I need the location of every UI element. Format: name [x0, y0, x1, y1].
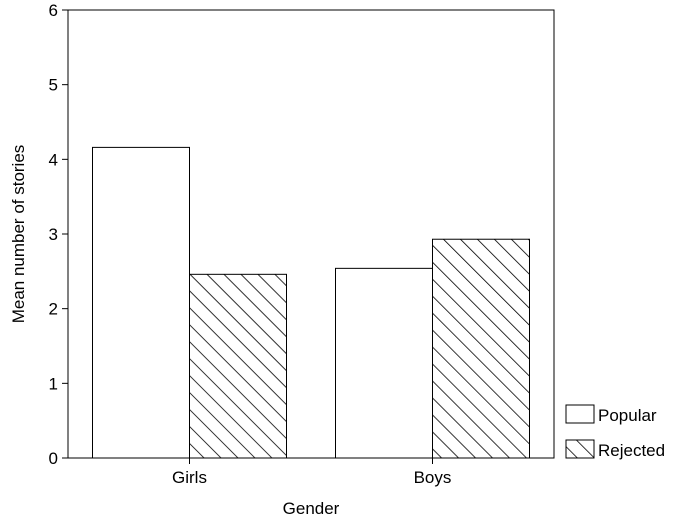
y-axis-label: Mean number of stories [9, 145, 28, 324]
legend-swatch-popular [565, 404, 595, 424]
x-axis-label: Gender [283, 499, 340, 518]
y-tick-label: 6 [49, 1, 58, 20]
y-axis: 0 1 2 3 4 5 6 [49, 1, 68, 468]
bar-rejected-boys [432, 238, 530, 459]
legend-label-popular: Popular [598, 406, 657, 425]
bar-popular-girls [92, 146, 190, 459]
y-tick-label: 3 [49, 225, 58, 244]
x-tick-label: Boys [414, 468, 452, 487]
legend-label-rejected: Rejected [598, 441, 665, 460]
y-tick-label: 0 [49, 449, 58, 468]
y-tick-label: 5 [49, 76, 58, 95]
legend: Popular Rejected [565, 404, 665, 460]
legend-swatch-rejected [565, 439, 595, 459]
y-tick-label: 1 [49, 374, 58, 393]
bars-group [92, 146, 530, 459]
y-tick-label: 4 [49, 150, 58, 169]
x-tick-label: Girls [172, 468, 207, 487]
x-axis: Girls Boys [172, 458, 451, 487]
bar-rejected-girls [189, 273, 287, 459]
bar-popular-boys [335, 267, 433, 459]
y-tick-label: 2 [49, 300, 58, 319]
